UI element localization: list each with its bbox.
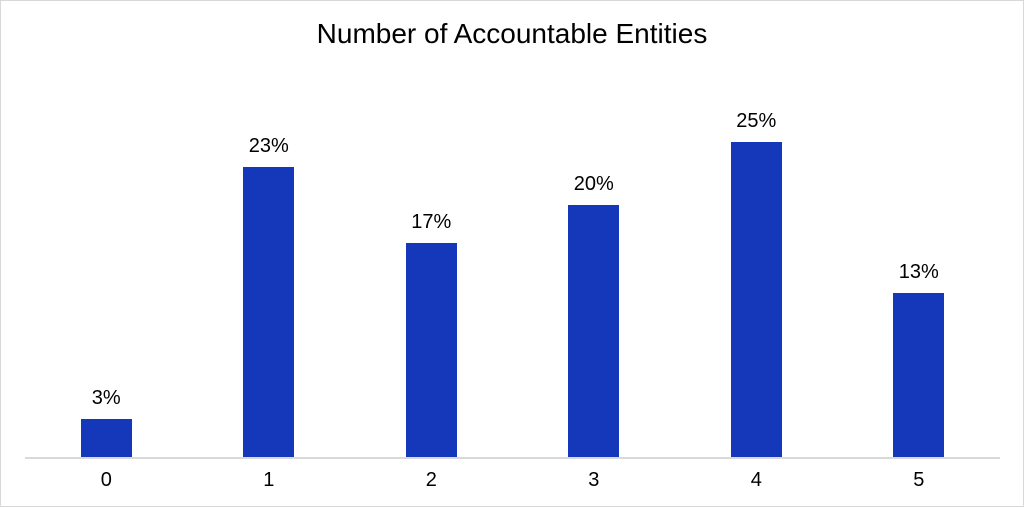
bar — [243, 167, 295, 457]
x-tick-label: 5 — [913, 469, 925, 491]
x-tick-label: 2 — [425, 469, 437, 491]
bar-group: 23% — [188, 79, 351, 457]
bar-value-label: 17% — [411, 211, 452, 233]
bar — [568, 205, 620, 457]
x-tick-label: 0 — [100, 469, 112, 491]
bar-value-label: 25% — [736, 110, 777, 132]
plot-area: 3% 23% 17% 20% 25% 13% — [25, 79, 1000, 459]
bar-group: 20% — [513, 79, 676, 457]
bar-group: 3% — [25, 79, 188, 457]
bar — [80, 419, 132, 457]
bar-value-label: 23% — [248, 135, 289, 157]
bar-group: 25% — [675, 79, 838, 457]
bar-value-label: 20% — [573, 173, 614, 195]
bar-group: 13% — [838, 79, 1001, 457]
x-tick-label: 1 — [263, 469, 275, 491]
bar — [405, 243, 457, 457]
bar-value-label: 3% — [91, 387, 121, 409]
x-tick-label: 4 — [750, 469, 762, 491]
bar — [730, 142, 782, 457]
x-axis-tick-row: 0 1 2 3 4 5 — [25, 469, 1000, 492]
chart-title: Number of Accountable Entities — [316, 18, 708, 49]
x-tick-label: 3 — [588, 469, 600, 491]
bar — [893, 293, 945, 457]
bar-group: 17% — [350, 79, 513, 457]
bar-value-label: 13% — [898, 261, 939, 283]
